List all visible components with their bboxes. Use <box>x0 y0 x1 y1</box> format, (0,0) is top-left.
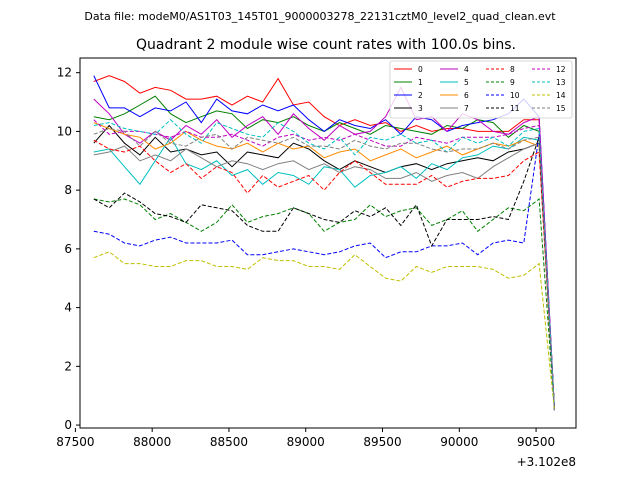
legend-label-13: 13 <box>556 78 566 87</box>
legend-label-12: 12 <box>556 65 566 74</box>
y-tick-label: 0 <box>64 418 72 432</box>
series-line-4 <box>93 86 555 411</box>
figure-suptitle: Data file: modeM0/AS1T03_145T01_90000032… <box>84 10 556 23</box>
series-line-11 <box>93 137 555 411</box>
legend-label-3: 3 <box>418 104 423 113</box>
legend-label-14: 14 <box>556 91 566 100</box>
x-tick-label: 88500 <box>210 435 248 449</box>
series-line-8 <box>93 139 555 411</box>
x-tick-label: 90000 <box>440 435 478 449</box>
y-tick-label: 4 <box>64 301 72 315</box>
y-tick-label: 8 <box>64 183 72 197</box>
legend-label-0: 0 <box>418 65 423 74</box>
x-tick-label: 90500 <box>517 435 555 449</box>
x-offset-label: +3.102e8 <box>517 455 576 469</box>
y-tick-label: 10 <box>57 124 72 138</box>
legend-label-10: 10 <box>510 91 520 100</box>
legend-label-5: 5 <box>464 78 469 87</box>
legend-label-15: 15 <box>556 104 566 113</box>
legend-label-7: 7 <box>464 104 469 113</box>
series-line-9 <box>93 198 555 411</box>
series-line-2 <box>93 75 555 411</box>
legend-box <box>389 60 573 119</box>
x-tick-label: 89000 <box>287 435 325 449</box>
series-line-13 <box>93 119 555 411</box>
legend-label-11: 11 <box>510 104 520 113</box>
axis-ticks: 87500 88000 88500 89000 89500 90000 90500 0 2 4 6 8… <box>56 66 555 449</box>
x-tick-label: 87500 <box>56 435 94 449</box>
legend-label-8: 8 <box>510 65 515 74</box>
x-tick-label: 88000 <box>133 435 171 449</box>
plot-area <box>93 75 555 411</box>
series-line-0 <box>93 75 555 411</box>
y-tick-label: 6 <box>64 242 72 256</box>
series-line-3 <box>93 124 555 411</box>
series-line-10 <box>93 134 555 411</box>
y-tick-label: 12 <box>57 66 72 80</box>
series-line-15 <box>93 127 555 411</box>
series-line-5 <box>93 136 555 411</box>
chart-title: Quadrant 2 module wise count rates with … <box>136 37 516 53</box>
legend-label-2: 2 <box>418 91 423 100</box>
series-line-14 <box>93 251 555 411</box>
legend-label-6: 6 <box>464 91 469 100</box>
legend-label-9: 9 <box>510 78 515 87</box>
y-tick-label: 2 <box>64 359 72 373</box>
x-tick-label: 89500 <box>363 435 401 449</box>
legend-label-4: 4 <box>464 65 469 74</box>
axes-frame <box>79 57 577 429</box>
legend-label-1: 1 <box>418 78 423 87</box>
